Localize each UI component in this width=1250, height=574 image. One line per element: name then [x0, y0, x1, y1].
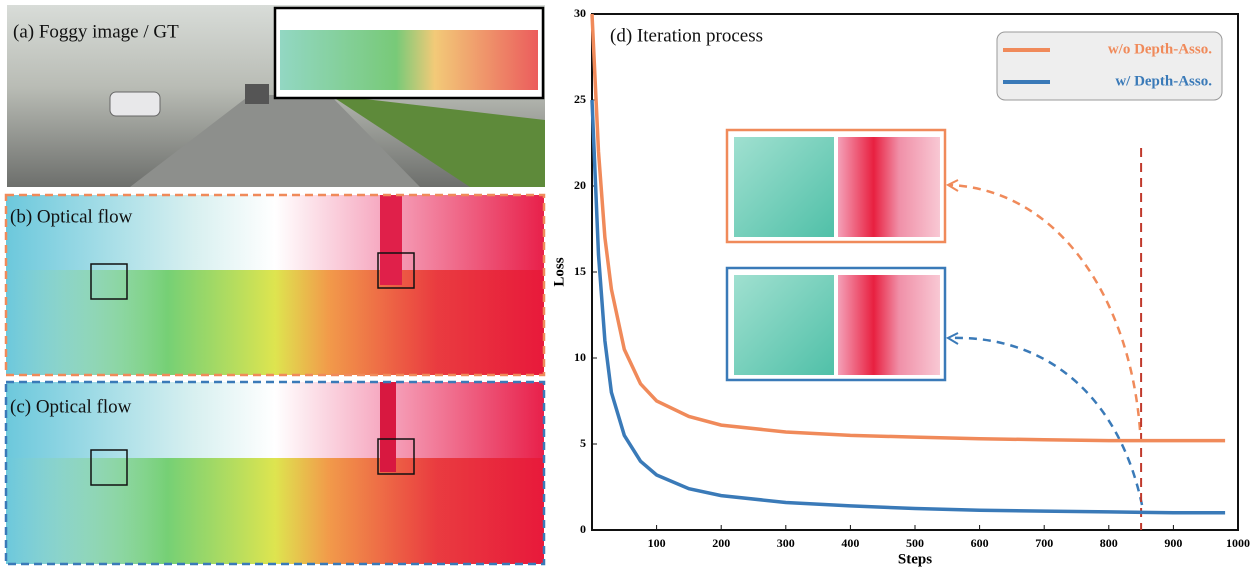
x-tick-label: 900: [1164, 536, 1182, 550]
y-tick-label: 5: [580, 436, 586, 450]
gt-depth: [280, 30, 538, 90]
x-tick-label: 700: [1035, 536, 1053, 550]
y-tick-label: 15: [574, 264, 586, 278]
road: [130, 95, 420, 187]
x-tick-label: 1000: [1226, 536, 1250, 550]
zoom-box: [377, 252, 415, 289]
panel-label: (b) Optical flow: [10, 206, 133, 227]
car: [245, 84, 269, 104]
loss-chart: (d) Iteration process Steps Loss 0 5 10 15 2…: [551, 6, 1250, 568]
tree: [380, 195, 402, 285]
x-tick-label: 800: [1100, 536, 1118, 550]
y-tick-label: 20: [574, 178, 586, 192]
car: [109, 91, 161, 117]
legend: w/o Depth-Asso. w/ Depth-Asso.: [996, 31, 1223, 101]
x-tick-label: 400: [841, 536, 859, 550]
inset-crop: [734, 275, 834, 375]
x-axis-label: Steps: [898, 551, 932, 567]
x-tick-label: 300: [777, 536, 795, 550]
loss-line: [590, 13, 1226, 443]
y-tick-label: 0: [580, 522, 586, 536]
arrow: [949, 183, 1142, 431]
flow-ground: [6, 270, 544, 375]
y-axis-label: Loss: [551, 257, 567, 286]
x-tick-label: 500: [906, 536, 924, 550]
legend-label: w/ Depth-Asso.: [1115, 73, 1212, 89]
x-tick-label: 200: [712, 536, 730, 550]
arrow-head: [945, 332, 959, 345]
x-tick-label: 600: [971, 536, 989, 550]
zoom-box: [90, 449, 128, 486]
panel-a: (a) Foggy image / GT: [7, 5, 545, 187]
panel-label: (a) Foggy image / GT: [13, 21, 179, 42]
flow-ground: [6, 458, 544, 564]
inset-crop: [734, 137, 834, 237]
arrow-head: [945, 179, 959, 192]
panel-b: (b) Optical flow: [4, 193, 546, 377]
panel-label: (c) Optical flow: [10, 396, 132, 417]
panel-border: [4, 193, 546, 377]
inset-crop: [838, 275, 940, 375]
inset-crop: [838, 137, 940, 237]
panel-c: (c) Optical flow: [4, 380, 546, 566]
zoom-box: [90, 263, 128, 300]
panel-border: [4, 380, 546, 566]
zoom-box: [377, 438, 415, 475]
legend-box: [996, 31, 1223, 101]
y-tick-label: 25: [574, 92, 586, 106]
y-tick-label: 30: [574, 6, 586, 20]
grass: [330, 95, 545, 187]
chart-title: (d) Iteration process: [610, 25, 763, 46]
legend-label: w/o Depth-Asso.: [1108, 41, 1212, 57]
y-tick-label: 10: [574, 350, 586, 364]
loss-line: [590, 99, 1226, 515]
arrow: [949, 336, 1144, 506]
x-tick-label: 100: [648, 536, 666, 550]
tree: [380, 382, 396, 472]
